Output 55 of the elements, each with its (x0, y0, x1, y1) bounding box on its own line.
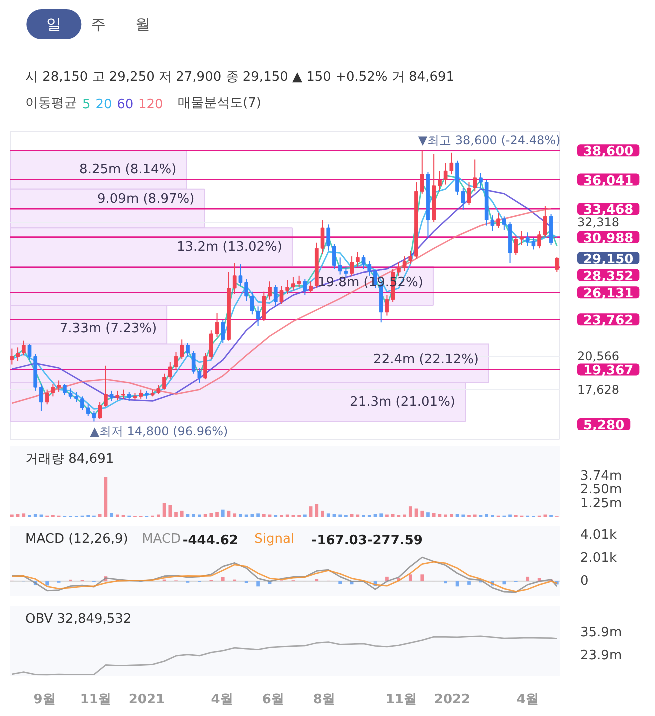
y-tick-label: 17,628 (578, 382, 620, 397)
annotation: -444.62 (182, 534, 238, 548)
y-tick-label: 3.74m (580, 469, 622, 484)
ref-line-label: 36,041 (584, 174, 634, 189)
y-tick-label: 0 (580, 574, 589, 590)
text: 월 (136, 16, 151, 34)
chart-title: OBV 32,849,532 (26, 612, 132, 627)
y-tick-label: 20,566 (578, 350, 620, 364)
text: 120 (138, 98, 164, 112)
y-tick-label: 2.01k (580, 551, 618, 566)
y-tick-label: 4.01k (580, 528, 618, 544)
x-tick-label: 11월 (80, 692, 112, 708)
ref-line-label: 30,988 (584, 231, 634, 246)
annotation: -167.03-277.59 (312, 534, 423, 548)
annotation: ▲최저 14,800 (96.96%) (90, 424, 228, 439)
y-tick-label: 23.9m (580, 648, 622, 664)
band-label: 9.09m (8.97%) (97, 192, 195, 208)
text: 5 (82, 98, 91, 112)
chart-title: 시 28,150 고 29,250 저 27,900 종 29,150 ▲ 150 +0.52% 거 84,691 (26, 70, 455, 85)
y-tick-label: 1.25m (580, 496, 622, 512)
text: MACD (142, 532, 182, 547)
text: 20 (96, 98, 112, 112)
text: 일 (46, 16, 62, 34)
ref-line-label: 28,352 (584, 269, 634, 284)
band-label: 7.33m (7.23%) (60, 322, 158, 337)
chart-title: MACD (12,26,9) (26, 532, 128, 547)
chart-subtitle: 매물분석도(7) (178, 96, 262, 111)
x-tick-label: 4월 (211, 692, 234, 708)
ref-line-label: 26,131 (584, 286, 634, 302)
ref-line-label: 38,600 (584, 144, 634, 160)
x-tick-label: 4월 (516, 692, 539, 708)
text: 60 (117, 98, 134, 112)
annotation: 29,150 (584, 252, 634, 268)
x-tick-label: 8월 (313, 692, 336, 708)
x-tick-label: 6월 (262, 692, 284, 708)
band-label: 21.3m (21.01%) (350, 394, 456, 410)
band-label: 13.2m (13.02%) (177, 240, 282, 255)
x-tick-label: 11월 (386, 692, 417, 708)
chart-title: 거래량 84,691 (26, 452, 114, 467)
annotation: ▼최고 38,600 (-24.48%) (418, 134, 561, 148)
x-tick-label: 9월 (34, 692, 56, 708)
legend-title: 이동평균 (26, 96, 78, 111)
band-label: 22.4m (22.12%) (374, 352, 480, 368)
band-label: 8.25m (8.14%) (80, 162, 177, 178)
y-tick-label: 35.9m (580, 626, 622, 641)
text: 주 (91, 16, 106, 34)
y-tick-label: 2.50m (580, 482, 622, 498)
y-tick-label: 32,318 (578, 216, 620, 230)
x-tick-label: 2021 (128, 692, 166, 708)
ref-line-label: 33,468 (584, 203, 634, 218)
ref-line-label: 19,367 (584, 364, 634, 379)
x-tick-label: 2022 (434, 692, 471, 708)
ref-line-label: 23,762 (584, 314, 634, 329)
text: 5,280 (584, 418, 625, 434)
series-label: Signal (254, 532, 295, 547)
